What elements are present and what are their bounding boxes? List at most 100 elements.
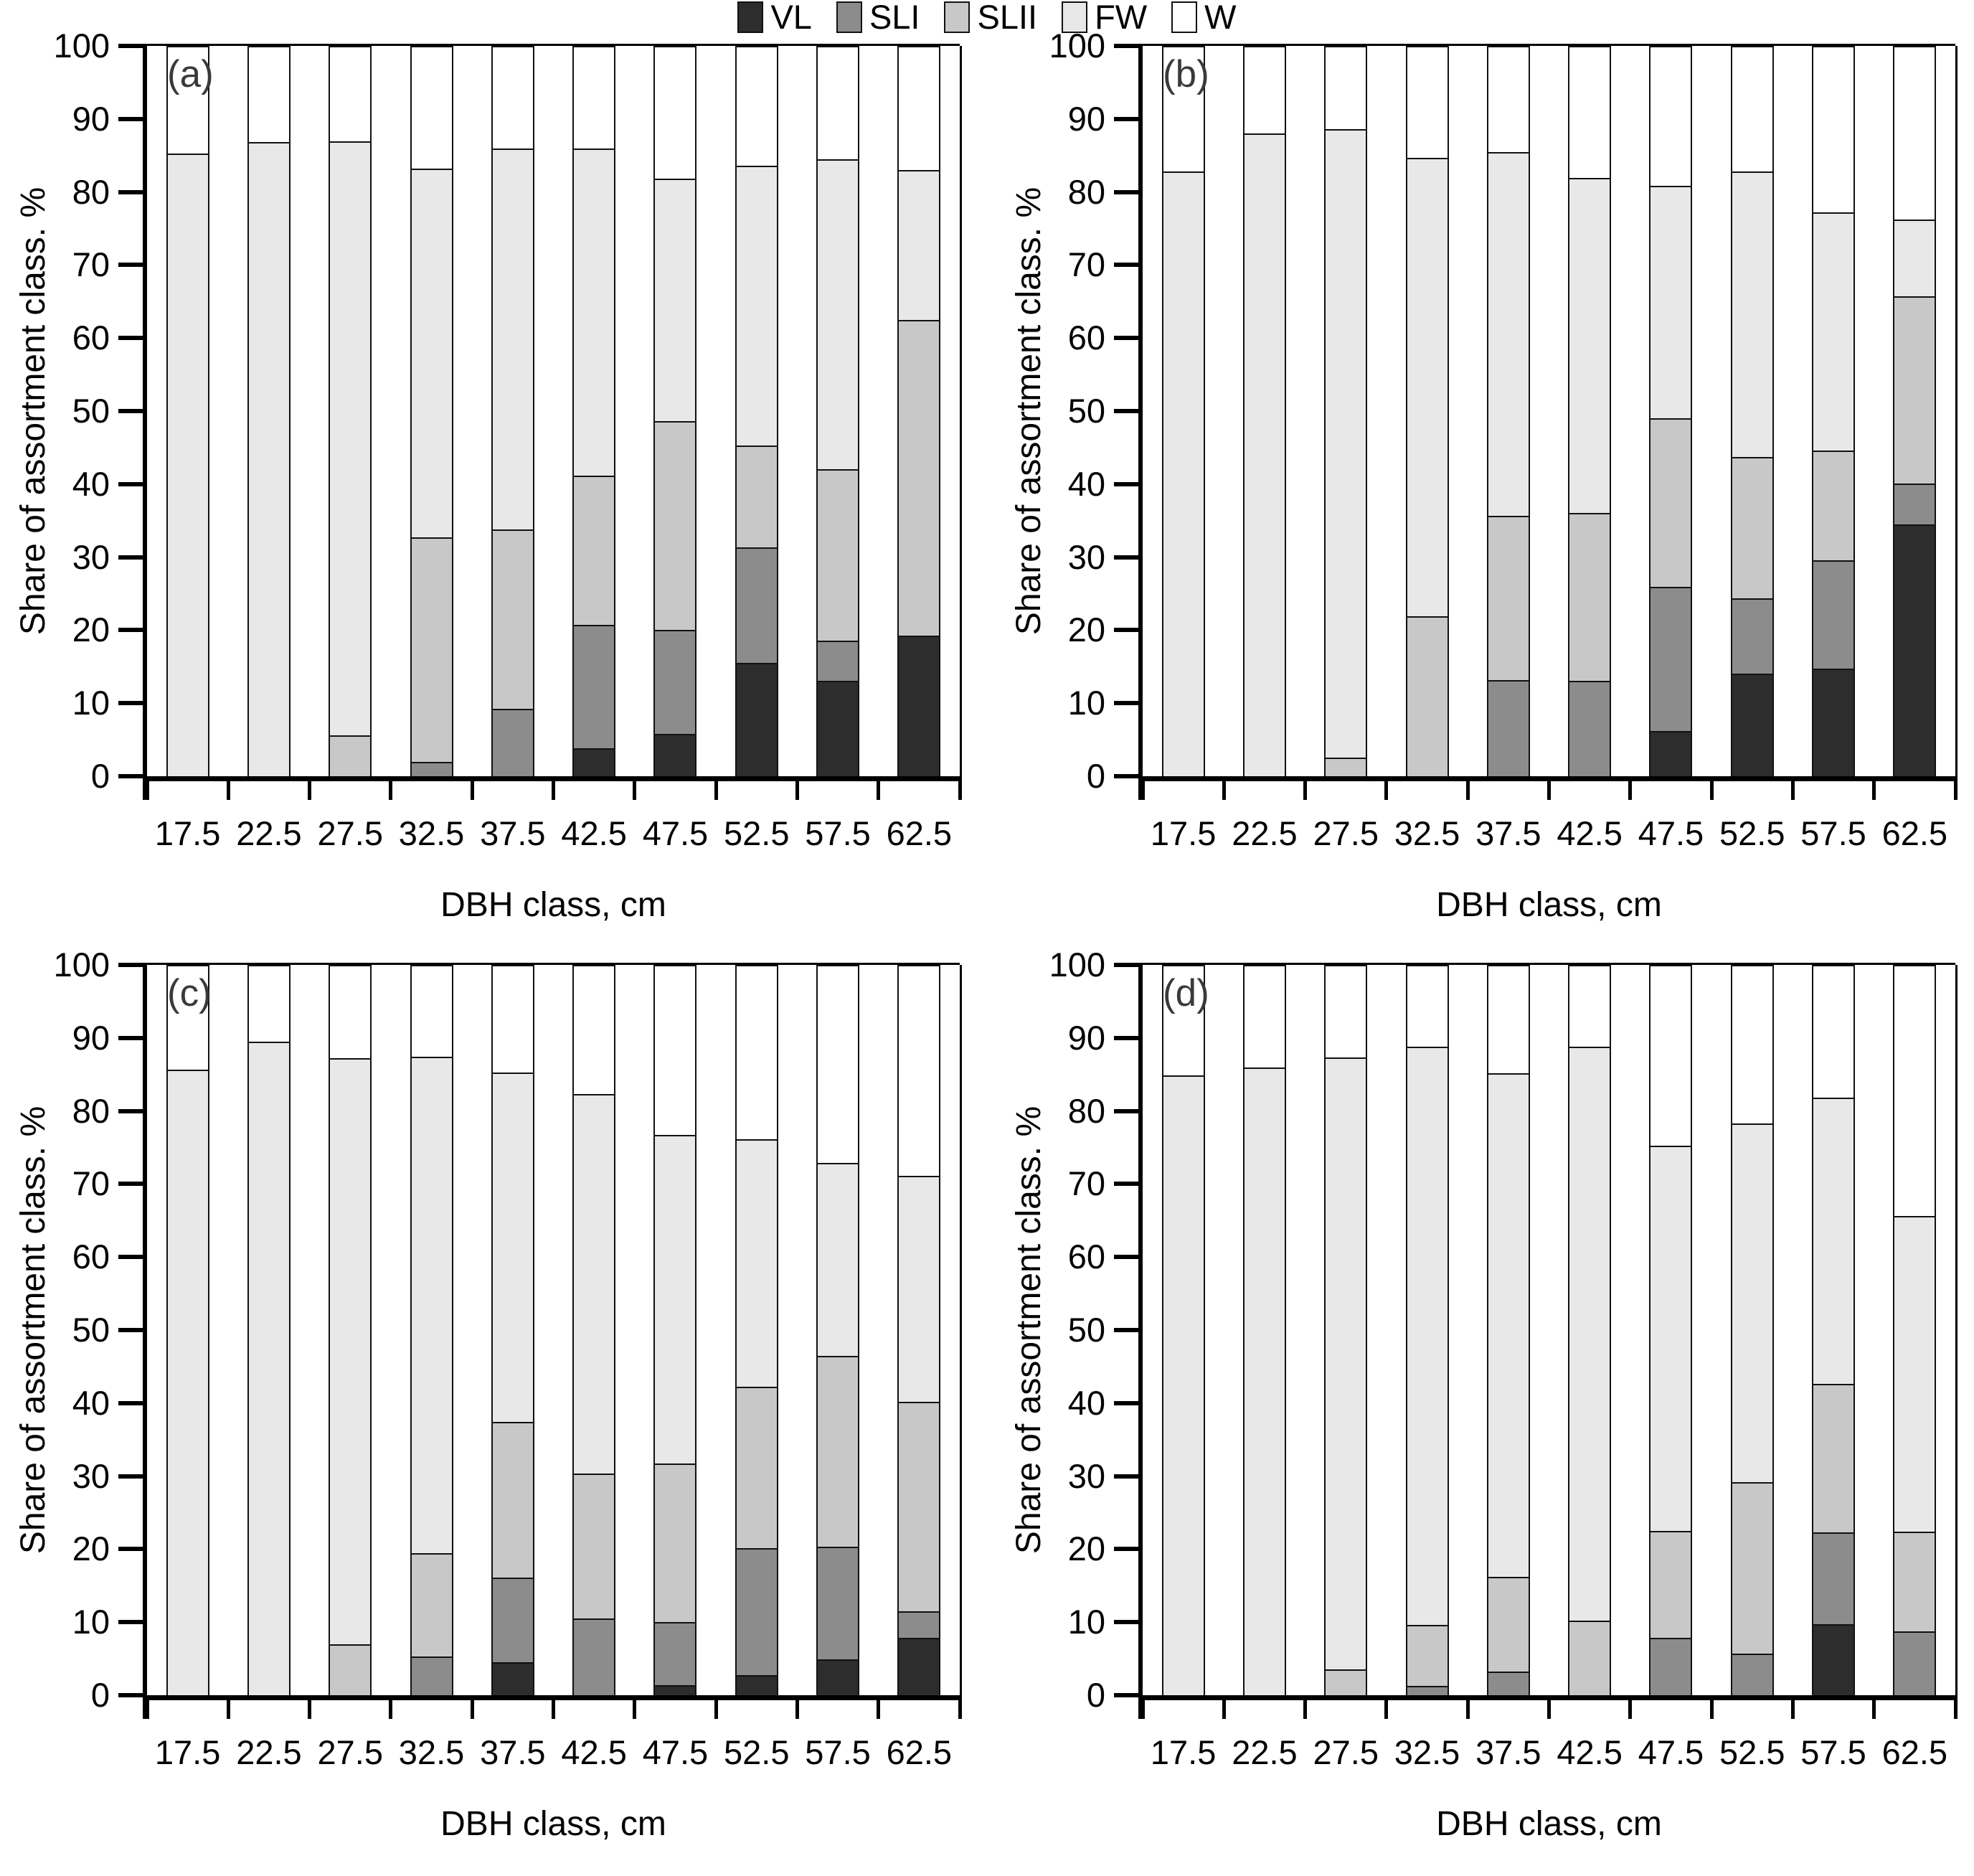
y-tick-label-50: 50 — [72, 1311, 110, 1349]
bar-62.5 — [1893, 46, 1937, 776]
x-tick-label-62.5: 62.5 — [886, 1733, 953, 1771]
segment-SLI — [1486, 1672, 1530, 1695]
bar-52.5 — [735, 965, 778, 1695]
y-tick-10 — [1114, 701, 1138, 706]
segment-SLI — [1812, 560, 1856, 669]
y-tick-20 — [1114, 1547, 1138, 1552]
y-tick-label-50: 50 — [72, 392, 110, 430]
y-axis-title-b: Share of assortment class. % — [1010, 187, 1048, 636]
segment-W — [166, 965, 209, 1070]
segment-SLI — [1405, 1685, 1449, 1695]
y-tick-label-80: 80 — [72, 172, 110, 211]
x-tick-9 — [877, 1700, 881, 1719]
segment-W — [166, 46, 209, 154]
segment-W — [735, 46, 778, 166]
segment-FW — [735, 165, 778, 446]
plot-right-line — [1955, 46, 1958, 776]
segment-VL — [816, 680, 860, 776]
x-tick-7 — [714, 781, 718, 800]
bar-47.5 — [1649, 46, 1693, 776]
segment-FW — [1568, 178, 1612, 513]
segment-VL — [1730, 674, 1774, 776]
y-tick-60 — [118, 1255, 143, 1260]
legend-swatch-VL — [737, 1, 764, 33]
panel-letter-d: (d) — [1163, 972, 1209, 1014]
x-axis-line — [1138, 776, 1958, 781]
segment-W — [1324, 965, 1368, 1058]
legend-label-VL: VL — [770, 0, 812, 36]
segment-FW — [1242, 1067, 1286, 1695]
y-tick-30 — [118, 555, 143, 560]
segment-SLI — [1486, 679, 1530, 776]
plot-top-line — [147, 44, 960, 46]
y-tick-label-10: 10 — [1067, 1603, 1105, 1641]
bar-52.5 — [1730, 46, 1774, 776]
segment-W — [1242, 46, 1286, 134]
plot-top-line — [1143, 44, 1955, 46]
segment-W — [1242, 965, 1286, 1067]
x-tick-label-52.5: 52.5 — [1719, 814, 1785, 852]
x-tick-label-37.5: 37.5 — [1475, 1733, 1541, 1771]
panel-b-bars — [1143, 46, 1955, 776]
segment-VL — [1812, 1624, 1856, 1695]
segment-SLI — [1730, 598, 1774, 674]
y-tick-30 — [118, 1474, 143, 1479]
y-tick-label-30: 30 — [72, 1456, 110, 1495]
segment-FW — [491, 148, 534, 529]
y-tick-label-90: 90 — [1067, 1018, 1105, 1057]
y-tick-50 — [118, 1328, 143, 1332]
segment-SLII — [1405, 1625, 1449, 1686]
segment-W — [1812, 46, 1856, 213]
segment-W — [1405, 965, 1449, 1047]
legend-swatch-SLI — [836, 1, 862, 33]
segment-SLII — [816, 1355, 860, 1547]
segment-FW — [247, 142, 291, 776]
x-tick-3 — [1384, 1700, 1389, 1719]
segment-SLII — [410, 1552, 453, 1657]
segment-SLI — [1649, 587, 1693, 731]
y-tick-90 — [1114, 116, 1138, 121]
segment-SLII — [491, 529, 534, 710]
x-tick-label-52.5: 52.5 — [1719, 1733, 1785, 1771]
segment-VL — [735, 663, 778, 776]
x-tick-label-17.5: 17.5 — [1150, 1733, 1217, 1771]
segment-SLI — [816, 1547, 860, 1660]
bar-62.5 — [897, 46, 941, 776]
x-tick-label-22.5: 22.5 — [236, 814, 302, 852]
segment-FW — [166, 153, 209, 776]
segment-SLI — [897, 1611, 941, 1638]
y-tick-label-40: 40 — [72, 464, 110, 503]
x-tick-7 — [1709, 1700, 1714, 1719]
segment-SLII — [1730, 457, 1774, 598]
x-tick-7 — [1709, 781, 1714, 800]
segment-SLII — [735, 1387, 778, 1549]
segment-SLI — [1568, 680, 1612, 776]
segment-W — [1649, 46, 1693, 187]
y-tick-label-60: 60 — [72, 1238, 110, 1276]
x-axis-line — [143, 1695, 962, 1700]
segment-W — [816, 46, 860, 159]
segment-FW — [1812, 212, 1856, 451]
segment-W — [1568, 46, 1612, 179]
bar-27.5 — [329, 965, 372, 1695]
bar-27.5 — [329, 46, 372, 776]
x-tick-label-52.5: 52.5 — [724, 1733, 790, 1771]
y-tick-40 — [1114, 481, 1138, 486]
bar-52.5 — [735, 46, 778, 776]
bar-32.5 — [1405, 965, 1449, 1695]
x-tick-10 — [958, 781, 962, 800]
segment-W — [1486, 46, 1530, 152]
y-tick-40 — [118, 481, 143, 486]
segment-FW — [1161, 171, 1205, 776]
segment-W — [816, 965, 860, 1163]
segment-SLI — [1812, 1532, 1856, 1625]
bar-17.5 — [1161, 965, 1205, 1695]
segment-FW — [897, 170, 941, 320]
x-tick-label-42.5: 42.5 — [561, 814, 627, 852]
bar-37.5 — [491, 46, 534, 776]
y-tick-label-100: 100 — [1049, 27, 1105, 65]
segment-W — [247, 46, 291, 143]
segment-W — [1161, 46, 1205, 172]
x-tick-5 — [1547, 781, 1551, 800]
segment-W — [1324, 46, 1368, 130]
